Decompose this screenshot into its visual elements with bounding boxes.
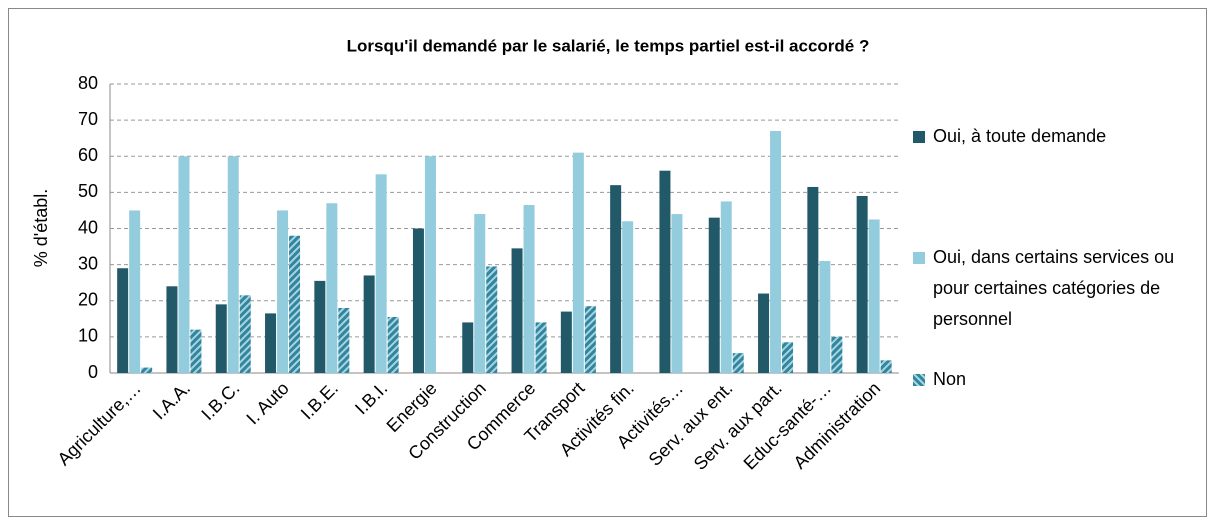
x-tick-label: Administration — [790, 378, 885, 473]
y-axis-label: % d'établ. — [31, 189, 51, 268]
bar — [868, 219, 880, 373]
legend-item: Non — [913, 364, 1198, 395]
bar — [720, 201, 732, 373]
bar — [363, 275, 375, 373]
bar — [117, 268, 129, 373]
bar — [375, 174, 387, 373]
legend-swatch — [913, 374, 925, 386]
bar — [424, 156, 436, 373]
bar — [523, 205, 535, 373]
bar — [326, 203, 338, 373]
bar — [659, 170, 671, 373]
legend-swatch — [913, 252, 925, 264]
bar — [622, 221, 634, 373]
bar — [770, 130, 782, 373]
bar — [708, 217, 720, 373]
chart-border — [8, 8, 1207, 517]
bar — [227, 156, 239, 373]
bar — [535, 322, 547, 373]
bar — [412, 228, 424, 373]
bar — [807, 186, 819, 373]
bar — [610, 185, 622, 373]
bar — [486, 266, 498, 373]
y-tick-label: 0 — [88, 362, 98, 382]
bar — [732, 353, 744, 373]
bar — [584, 306, 596, 373]
x-tick-label: I. Auto — [242, 378, 292, 428]
bar — [856, 195, 868, 373]
chart-title: Lorsqu'il demandé par le salarié, le tem… — [347, 36, 870, 55]
x-tick-label: Serv. aux part. — [690, 378, 786, 474]
legend-label: Non — [933, 369, 967, 389]
bar — [880, 360, 892, 373]
bar — [560, 311, 572, 373]
x-tick-label: I.B.C. — [197, 378, 243, 424]
x-tick-label: I.B.E. — [297, 378, 342, 423]
bar — [671, 214, 683, 373]
bar — [782, 342, 794, 373]
bar — [190, 329, 202, 373]
bar — [758, 293, 770, 373]
x-tick-label: I.B.I. — [351, 378, 391, 418]
legend-label: Oui, dans certains services ou pour cert… — [933, 247, 1175, 329]
x-tick-label: I.A.A. — [149, 378, 194, 423]
legend-swatch — [913, 131, 925, 143]
y-tick-label: 50 — [78, 181, 98, 201]
y-tick-label: 20 — [78, 290, 98, 310]
x-tick-label: Agriculture,… — [54, 378, 145, 469]
y-tick-label: 40 — [78, 217, 98, 237]
legend-item: Oui, dans certains services ou pour cert… — [913, 242, 1198, 335]
bar — [831, 336, 843, 373]
bar — [265, 313, 277, 373]
bar — [178, 156, 190, 373]
bar — [314, 280, 326, 373]
bar — [277, 210, 289, 373]
bar — [141, 367, 153, 373]
legend-label: Oui, à toute demande — [933, 126, 1107, 146]
bar — [215, 304, 227, 373]
bar — [462, 322, 474, 373]
bar — [129, 210, 141, 373]
y-tick-label: 70 — [78, 109, 98, 129]
bar — [387, 317, 399, 373]
y-tick-label: 30 — [78, 253, 98, 273]
bar — [819, 261, 831, 373]
bar — [511, 248, 523, 373]
bar — [239, 295, 251, 373]
x-tick-label: Educ-santé-… — [740, 378, 836, 474]
bar — [289, 235, 301, 373]
bar — [474, 214, 486, 373]
legend-item: Oui, à toute demande — [913, 121, 1198, 152]
bar — [166, 286, 178, 373]
bar — [572, 152, 584, 373]
y-tick-label: 60 — [78, 145, 98, 165]
bar — [338, 307, 350, 373]
y-tick-label: 10 — [78, 326, 98, 346]
y-tick-label: 80 — [78, 73, 98, 93]
